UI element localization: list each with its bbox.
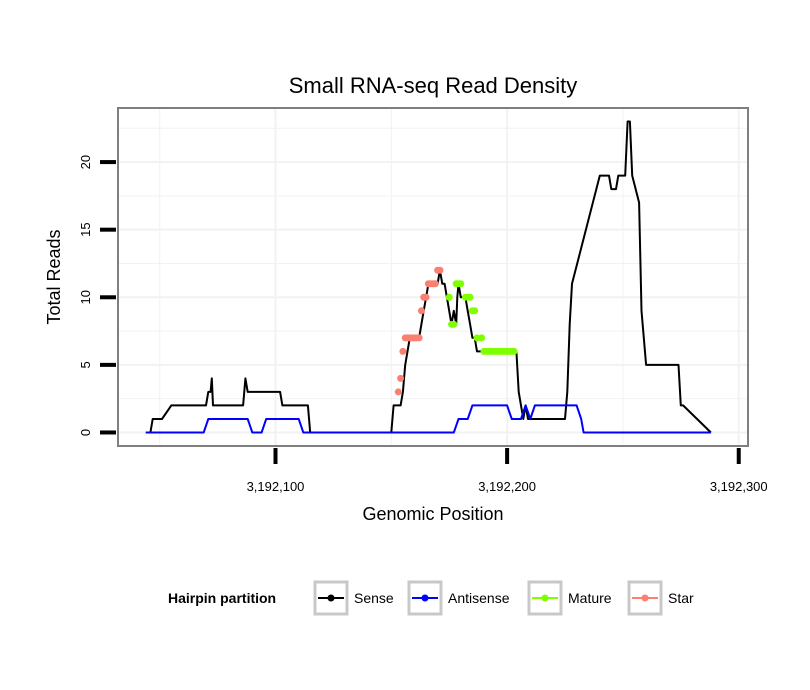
star-point [394, 388, 402, 396]
legend-mature-key-point [541, 594, 549, 602]
x-axis: 3,192,100 3,192,200 3,192,300 [247, 448, 768, 494]
legend-mature-label: Mature [568, 590, 612, 606]
legend-sense-label: Sense [354, 590, 394, 606]
mature-point [471, 307, 479, 315]
y-tick-label: 15 [78, 222, 93, 236]
star-points [394, 266, 444, 396]
y-axis-title: Total Reads [44, 229, 64, 324]
mature-points [445, 280, 518, 355]
star-point [397, 374, 405, 382]
chart-title: Small RNA-seq Read Density [289, 73, 578, 98]
star-point [417, 307, 425, 315]
antisense-line [145, 404, 711, 434]
x-tick-label: 3,192,200 [478, 479, 536, 494]
panel-background [118, 108, 748, 446]
legend: Hairpin partition Sense Antisense Mature St… [168, 580, 694, 616]
x-tick-label: 3,192,300 [710, 479, 768, 494]
y-tick-label: 20 [78, 155, 93, 169]
y-axis: 0 5 10 15 20 [78, 155, 116, 436]
star-point [415, 334, 423, 342]
mature-point [466, 293, 474, 301]
y-tick-label: 5 [78, 361, 93, 368]
x-axis-title: Genomic Position [362, 504, 503, 524]
legend-star-key-point [641, 594, 649, 602]
mature-point [445, 293, 453, 301]
star-point [436, 266, 444, 274]
mature-point [478, 334, 486, 342]
mature-point [457, 280, 465, 288]
star-point [422, 293, 430, 301]
legend-sense-key-point [327, 594, 335, 602]
series-layer [145, 120, 712, 434]
legend-antisense-key-point [421, 594, 429, 602]
panel-border [117, 107, 749, 447]
legend-star-label: Star [668, 590, 694, 606]
y-tick-label: 10 [78, 290, 93, 304]
y-tick-label: 0 [78, 429, 93, 436]
mature-point [450, 320, 458, 328]
star-point [431, 280, 439, 288]
star-point [399, 347, 407, 355]
legend-antisense-label: Antisense [448, 590, 510, 606]
mature-point [510, 347, 518, 355]
legend-title: Hairpin partition [168, 590, 276, 606]
x-tick-label: 3,192,100 [247, 479, 305, 494]
